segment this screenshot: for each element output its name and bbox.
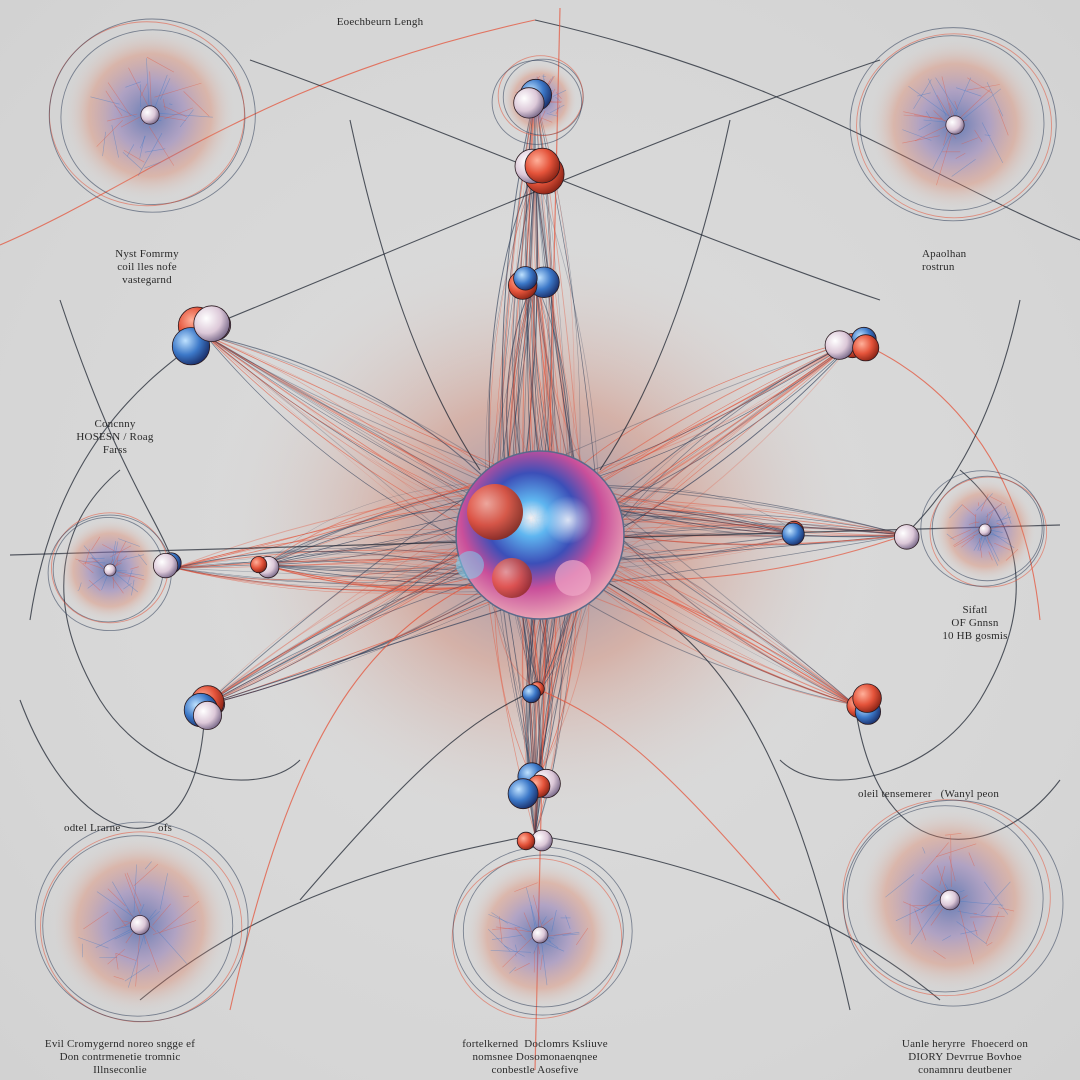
label-bottom-right: Uanle heryrre Fhoecerd on DIORY Devrrue …	[901, 1038, 1029, 1076]
inner-red-bubble	[467, 484, 523, 540]
particle-cluster-icon	[507, 762, 561, 810]
orbit-curve	[599, 119, 731, 471]
nebula-orbit-icon	[451, 846, 633, 1019]
inner-red-bubble	[492, 558, 532, 598]
particle-cluster-icon	[522, 681, 545, 704]
fiber-strand	[584, 339, 856, 518]
fiber-strand	[567, 339, 856, 495]
particle-nodes	[153, 78, 920, 852]
fiber-strand	[174, 476, 493, 569]
orbit-curves	[0, 7, 1080, 1071]
label-lower-left-a: odtel Lrarne	[64, 822, 121, 834]
orbit-curve	[19, 699, 206, 829]
label-upper-right: Apaolhan rostrun	[922, 248, 967, 273]
central-sphere	[455, 450, 625, 620]
orbit-curve	[904, 299, 1021, 536]
label-top: Eoechbeurn Lengh	[336, 16, 424, 28]
fiber-strand	[534, 589, 560, 836]
orbit-curve	[299, 689, 536, 901]
orbit-curve	[854, 339, 1041, 621]
label-bottom-left: Evil Cromygernd noreo sngge ef Don contr…	[44, 1038, 196, 1076]
fiber-strand	[204, 334, 509, 476]
fiber-strand	[204, 549, 505, 706]
orbit-curve	[229, 559, 521, 1011]
nebula-orbit-icon	[47, 512, 172, 632]
fiber-strand	[565, 563, 856, 706]
orbit-curve	[63, 469, 301, 781]
fiber-strand	[563, 339, 856, 488]
fiber-strand	[204, 334, 510, 496]
fiber-strand	[204, 334, 482, 491]
label-lower-right: oleil tensemerer (Wanyl peon	[858, 788, 1000, 800]
corner-nebulae	[34, 18, 1064, 1023]
orbit-curve	[539, 689, 781, 901]
nebula-orbit-icon	[920, 470, 1048, 588]
fiber-strand	[534, 94, 575, 494]
particle-cluster-icon	[894, 524, 920, 550]
fiber-strand	[264, 494, 482, 566]
fiber-strand	[204, 334, 520, 488]
particle-cluster-icon	[781, 520, 805, 546]
particle-cluster-icon	[171, 305, 232, 366]
fiber-strand	[486, 590, 536, 836]
orbit-curve	[59, 299, 176, 569]
fiber-strand	[597, 493, 856, 706]
particle-cluster-icon	[514, 147, 565, 195]
label-upper-left: Nyst Fomrmy coil lles nofe vastegarnd	[115, 248, 179, 286]
label-mid-right: Sifatl OF Gnnsn 10 HB gosmis	[942, 604, 1008, 642]
particle-cluster-icon	[513, 78, 553, 119]
fiber-strand	[204, 547, 500, 706]
fiber-strand	[204, 334, 482, 565]
inner-blue-bubble	[456, 551, 484, 579]
fiber-strand	[488, 169, 536, 478]
particle-cluster-icon	[516, 829, 553, 852]
fiber-strand	[204, 475, 496, 706]
label-lower-left-b: ofs	[158, 822, 173, 834]
fiber-strand	[174, 534, 499, 569]
nebula-orbit-icon	[48, 18, 256, 213]
orbit-curve	[559, 559, 851, 1011]
fiber-strand	[572, 492, 906, 536]
fiber-strand	[174, 547, 484, 569]
fiber-strand	[174, 563, 491, 587]
particle-cluster-icon	[153, 552, 182, 579]
fiber-strand	[204, 334, 493, 558]
fiber-strand	[573, 504, 906, 536]
particle-cluster-icon	[250, 555, 280, 579]
nebula-orbit-icon	[842, 799, 1064, 1007]
label-mid-left: Concnny HOSESN / Roag Farss	[76, 418, 154, 456]
fiber-strand	[578, 566, 856, 706]
fiber-strand	[573, 479, 906, 536]
fiber-strand	[589, 498, 801, 536]
fiber-strand	[527, 169, 536, 486]
particle-cluster-icon	[508, 266, 560, 300]
fiber-strand	[595, 528, 906, 537]
orbit-curve	[349, 119, 481, 471]
inner-pink-bubble	[555, 560, 591, 596]
fiber-strand	[576, 573, 856, 706]
fiber-strand	[496, 94, 536, 495]
particle-cluster-icon	[824, 326, 880, 362]
fiber-strand	[593, 339, 856, 566]
fiber-strand	[264, 506, 495, 566]
inner-highlight	[544, 496, 592, 544]
fiber-strand	[533, 169, 597, 490]
label-bottom-center: fortelkerned Doclomrs Ksliuve nomsnee Do…	[462, 1038, 608, 1076]
particle-cluster-icon	[183, 685, 226, 730]
fiber-strand	[534, 169, 576, 492]
nebula-orbit-icon	[34, 821, 249, 1023]
fiber-strand	[264, 564, 491, 588]
nebula-orbit-icon	[849, 27, 1057, 222]
particle-cluster-icon	[846, 683, 882, 725]
fiber-strand	[508, 279, 536, 482]
